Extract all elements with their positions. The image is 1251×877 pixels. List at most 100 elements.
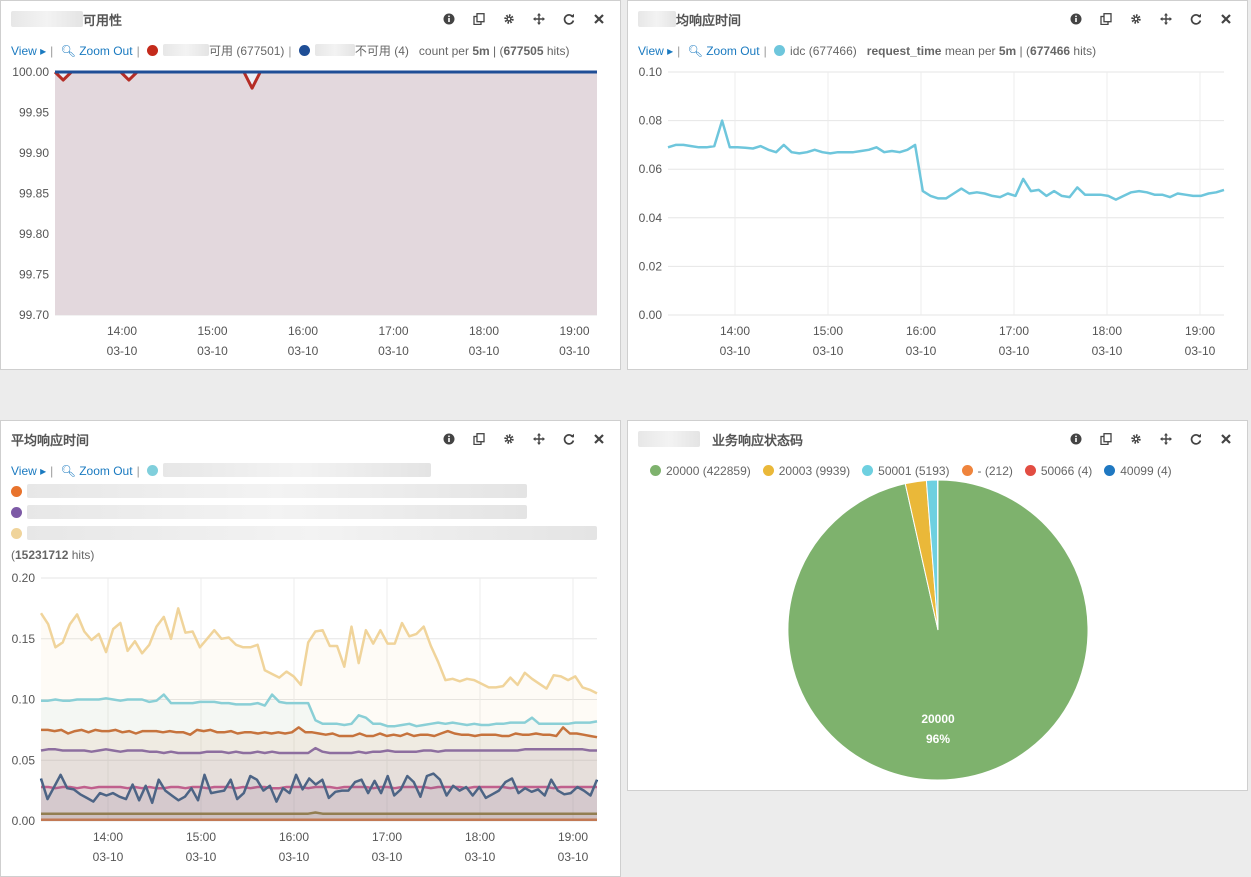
pie-center-pct: 96% — [926, 732, 950, 746]
gear-button[interactable] — [1121, 10, 1151, 28]
legend-dot-purple[interactable] — [11, 507, 22, 518]
hits-summary: (15231712 hits) — [11, 548, 95, 562]
gear-button[interactable] — [1121, 430, 1151, 448]
pie-legend-label: 40099 (4) — [1120, 464, 1172, 478]
y-tick-label: 0.00 — [639, 308, 663, 322]
y-tick-label: 0.15 — [12, 632, 36, 646]
panel-header: 平均响应时间 — [1, 421, 620, 457]
refresh-button[interactable] — [554, 10, 584, 28]
legend-item-available[interactable]: 可用 (677501) — [147, 44, 284, 58]
close-button[interactable] — [1211, 430, 1241, 448]
legend-item-unavailable[interactable]: 不可用 (4) — [298, 44, 409, 58]
panel-header: 业务响应状态码 — [628, 421, 1247, 457]
info-icon — [1070, 433, 1082, 445]
legend-dot — [1104, 465, 1116, 476]
zoom-out-link[interactable]: 🔍︎ Zoom Out — [60, 464, 133, 478]
pie-legend-item[interactable]: 50001 (5193) — [862, 464, 950, 478]
refresh-button[interactable] — [1181, 430, 1211, 448]
zoom-out-link[interactable]: 🔍︎ Zoom Out — [60, 44, 133, 58]
info-button[interactable] — [434, 10, 464, 28]
zoom-out-link[interactable]: 🔍︎ Zoom Out — [687, 44, 760, 58]
panel-title: 业务响应状态码 — [712, 432, 804, 448]
x-tick-date: 03-10 — [465, 850, 496, 864]
pie-legend-label: 20003 (9939) — [778, 464, 851, 478]
avg-response-chart[interactable]: 0.10 0.08 0.06 0.04 0.02 0.00 14:00 03-10 15:00 0… — [628, 63, 1247, 363]
pie-legend-label: - (212) — [977, 464, 1013, 478]
y-tick-label: 0.06 — [639, 162, 663, 176]
series-line[interactable] — [41, 693, 598, 728]
x-tick-time: 15:00 — [813, 324, 843, 338]
close-button[interactable] — [584, 430, 614, 448]
x-tick-time: 19:00 — [558, 830, 588, 844]
view-menu-link[interactable]: View ▸ — [11, 464, 47, 478]
legend-item-idc[interactable]: idc (677466) — [774, 44, 857, 58]
move-button[interactable] — [524, 430, 554, 448]
legend-dot-cyan[interactable] — [147, 465, 159, 476]
duplicate-button[interactable] — [1091, 430, 1121, 448]
duplicate-icon — [1100, 13, 1112, 25]
x-tick-time: 15:00 — [197, 324, 227, 338]
info-button[interactable] — [1061, 430, 1091, 448]
series-line[interactable] — [39, 607, 598, 695]
x-tick-date: 03-10 — [186, 850, 217, 864]
series-line[interactable] — [41, 811, 597, 815]
series-line[interactable] — [39, 772, 599, 805]
legend-dot-yellow[interactable] — [11, 528, 22, 539]
pie-legend-item[interactable]: 50066 (4) — [1024, 464, 1092, 478]
panel-toolbar — [434, 430, 614, 448]
move-icon — [1160, 13, 1172, 25]
close-icon — [1221, 434, 1231, 444]
zoom-icon: 🔍︎ — [687, 44, 703, 58]
series-area — [55, 72, 597, 315]
panel-toolbar — [434, 10, 614, 28]
gear-icon — [1131, 14, 1141, 24]
series-line[interactable] — [667, 119, 1225, 201]
close-button[interactable] — [1211, 10, 1241, 28]
view-menu-link[interactable]: View ▸ — [11, 44, 47, 58]
x-tick-time: 14:00 — [720, 324, 750, 338]
legend-dot-orange[interactable] — [11, 486, 22, 497]
move-button[interactable] — [1151, 430, 1181, 448]
duplicate-button[interactable] — [464, 430, 494, 448]
refresh-button[interactable] — [554, 430, 584, 448]
refresh-button[interactable] — [1181, 10, 1211, 28]
move-button[interactable] — [524, 10, 554, 28]
view-menu-link[interactable]: View ▸ — [638, 44, 674, 58]
info-button[interactable] — [1061, 10, 1091, 28]
refresh-icon — [1190, 13, 1202, 25]
close-button[interactable] — [584, 10, 614, 28]
x-tick-date: 03-10 — [558, 850, 589, 864]
gear-button[interactable] — [494, 430, 524, 448]
avg-response-multi-chart[interactable]: 0.20 0.15 0.10 0.05 0.00 14:00 03-10 15:00 03-10… — [1, 573, 620, 873]
panel-avg-response-multi: 平均响应时间 View ▸ | 🔍︎ Zoom Out | (15231712 hi… — [0, 420, 621, 877]
series-line[interactable] — [40, 746, 597, 755]
x-tick-date: 03-10 — [197, 344, 228, 358]
duplicate-button[interactable] — [1091, 10, 1121, 28]
x-tick-time: 16:00 — [906, 324, 936, 338]
gear-icon — [504, 14, 514, 24]
y-tick-label: 0.04 — [639, 211, 663, 225]
x-tick-time: 18:00 — [465, 830, 495, 844]
chart-legend-row — [1, 483, 620, 501]
availability-chart[interactable]: 100.00 99.95 99.90 99.85 99.80 99.75 99.70 14:0… — [1, 63, 620, 363]
pie-legend-item[interactable]: 20003 (9939) — [762, 464, 851, 478]
y-tick-label: 99.95 — [19, 106, 49, 120]
pie-legend-item[interactable]: 40099 (4) — [1104, 464, 1172, 478]
info-button[interactable] — [434, 430, 464, 448]
legend-dot-cyan — [774, 45, 786, 56]
x-tick-time: 19:00 — [1185, 324, 1215, 338]
move-button[interactable] — [1151, 10, 1181, 28]
duplicate-button[interactable] — [464, 10, 494, 28]
chart-legend-row — [1, 504, 620, 522]
y-tick-label: 99.70 — [19, 308, 49, 322]
gear-button[interactable] — [494, 10, 524, 28]
x-tick-time: 18:00 — [469, 324, 499, 338]
pie-legend-item[interactable]: - (212) — [961, 464, 1013, 478]
y-tick-label: 0.10 — [12, 693, 36, 707]
y-tick-label: 100.00 — [12, 65, 49, 79]
pie-legend-item[interactable]: 20000 (422859) — [650, 464, 751, 478]
series-line[interactable] — [41, 726, 598, 739]
info-icon — [443, 13, 455, 25]
status-code-pie[interactable]: 20000 96% — [628, 477, 1247, 787]
pie-legend: 20000 (422859) 20003 (9939) 50001 (5193) - … — [628, 462, 1247, 480]
